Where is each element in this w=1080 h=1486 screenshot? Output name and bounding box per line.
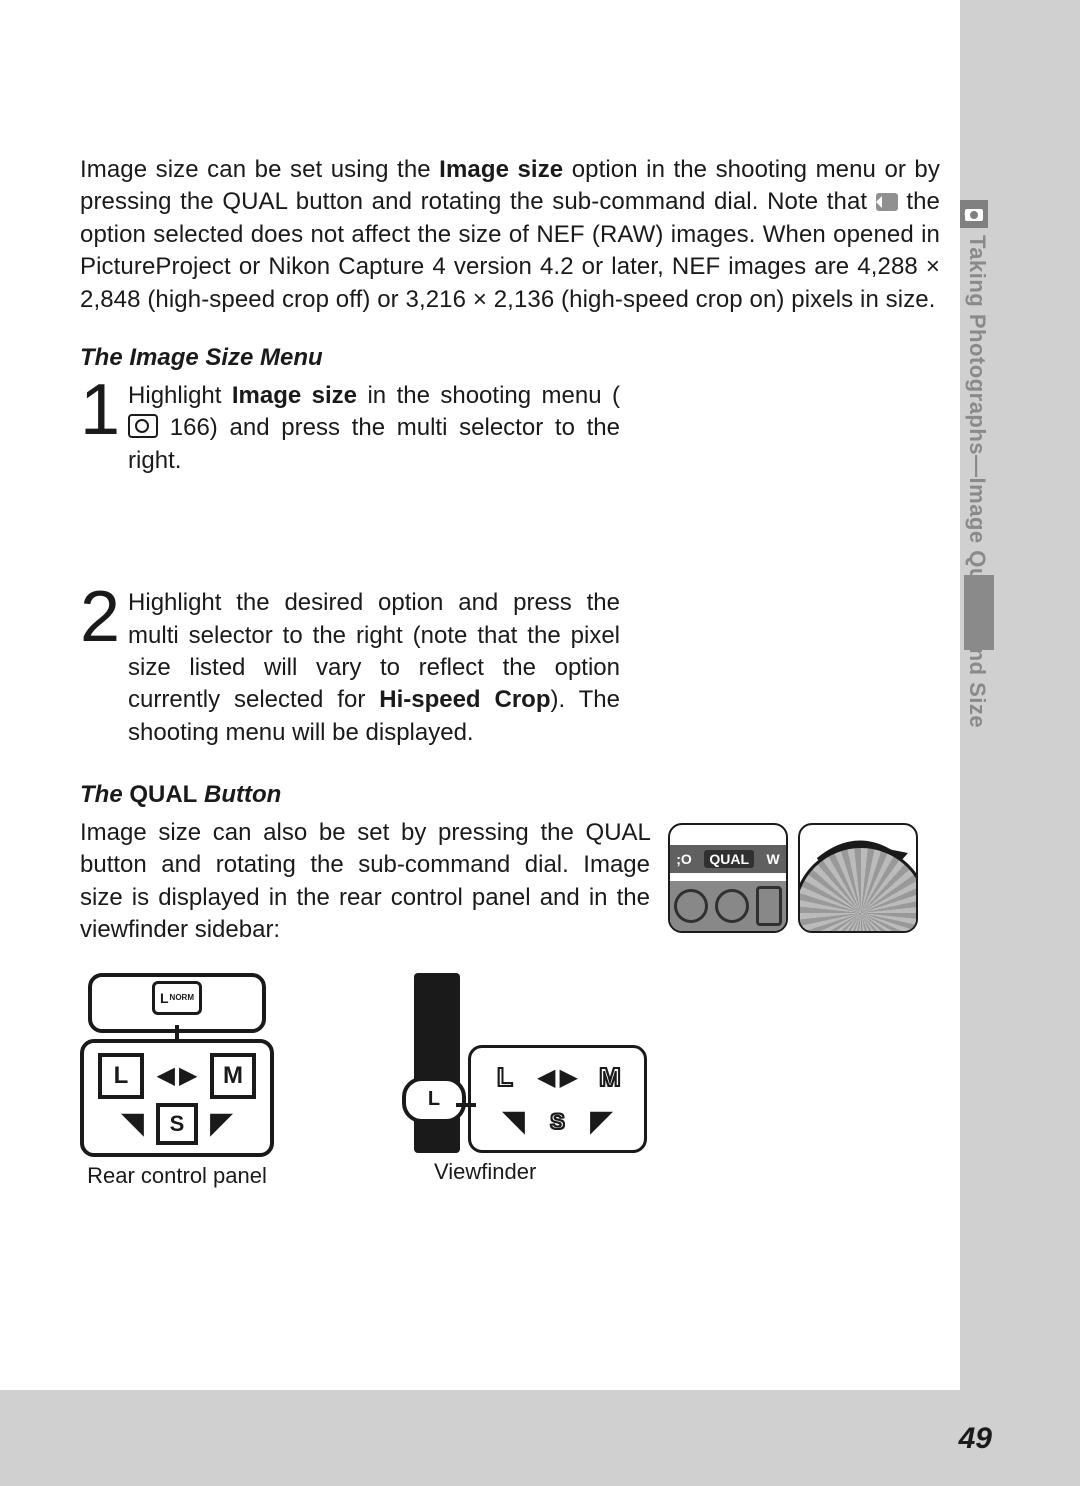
step-1: 1 Highlight Image size in the shooting m… bbox=[80, 380, 620, 477]
size-S: S bbox=[156, 1103, 198, 1145]
step-bold: Hi-speed Crop bbox=[379, 686, 550, 713]
qual-row: Image size can also be set by pressing t… bbox=[80, 817, 940, 947]
arrows-lr-icon: ◀▶ bbox=[157, 1061, 198, 1090]
qual-button-diagram: ;O QUAL W bbox=[668, 823, 788, 933]
section-heading-qual-button: The QUAL Button bbox=[80, 781, 940, 809]
caption-rear: Rear control panel bbox=[80, 1163, 274, 1189]
intro-text: button and rotating the sub-command dial… bbox=[287, 188, 876, 215]
viewfinder-col: L L ◀▶ M ◥ S ◤ bbox=[414, 973, 647, 1189]
page: Taking Photographs—Image Quality and Siz… bbox=[0, 0, 1080, 1486]
viewfinder-pill: L bbox=[402, 1077, 466, 1123]
step-number: 1 bbox=[80, 380, 120, 441]
qual-label-qual: QUAL bbox=[704, 850, 754, 868]
arrow-diag-icon: ◥ bbox=[121, 1109, 144, 1139]
rear-panel-tag: L NORM bbox=[152, 981, 202, 1015]
side-tab-camera-icon bbox=[960, 200, 988, 228]
arrows-lr-icon: ◀▶ bbox=[537, 1063, 578, 1092]
step-text: Highlight Image size in the shooting men… bbox=[128, 380, 620, 477]
page-number: 49 bbox=[959, 1422, 992, 1456]
side-tab-label: Taking Photographs—Image Quality and Siz… bbox=[962, 235, 992, 855]
step-text: Highlight the desired option and press t… bbox=[128, 587, 620, 749]
step-bold: Image size bbox=[232, 382, 357, 409]
qual-label-iso: ;O bbox=[676, 851, 692, 867]
rear-panel-top: L NORM bbox=[88, 973, 266, 1033]
ref-page-icon bbox=[128, 414, 158, 438]
step-2: 2 Highlight the desired option and press… bbox=[80, 587, 620, 749]
size-L: L bbox=[98, 1053, 144, 1099]
qual-illustrations: ;O QUAL W bbox=[668, 817, 918, 947]
rear-control-panel-col: L NORM L ◀▶ M ◥ S ◤ bbox=[80, 973, 274, 1189]
size-M: M bbox=[210, 1053, 256, 1099]
intro-paragraph: Image size can be set using the Image si… bbox=[80, 154, 940, 316]
intro-qual: QUAL bbox=[222, 188, 287, 215]
size-L-outline: L bbox=[485, 1058, 525, 1098]
section-heading-image-size-menu: The Image Size Menu bbox=[80, 344, 940, 372]
sub-command-dial-diagram bbox=[798, 823, 918, 933]
size-M-outline: M bbox=[590, 1058, 630, 1098]
size-S-outline: S bbox=[537, 1102, 577, 1142]
step-number: 2 bbox=[80, 587, 120, 648]
size-cycle-diagram-viewfinder: L ◀▶ M ◥ S ◤ bbox=[468, 1045, 647, 1153]
size-cycle-diagram-rear: L ◀▶ M ◥ S ◤ bbox=[80, 1039, 274, 1157]
arrow-diag-icon: ◤ bbox=[210, 1109, 233, 1139]
arrow-diag-icon: ◥ bbox=[502, 1107, 525, 1137]
viewfinder-sidebar: L bbox=[414, 973, 460, 1153]
arrow-diag-icon: ◤ bbox=[590, 1107, 613, 1137]
caption-viewfinder: Viewfinder bbox=[434, 1159, 647, 1185]
nav-icon bbox=[876, 193, 898, 211]
content-area: Taking Photographs—Image Quality and Siz… bbox=[0, 0, 960, 1390]
intro-text: Image size can be set using the bbox=[80, 156, 439, 183]
qual-label-w: W bbox=[767, 851, 780, 867]
qual-button-section: The QUAL Button Image size can also be s… bbox=[80, 781, 940, 1189]
qual-text: Image size can also be set by pressing t… bbox=[80, 817, 650, 947]
intro-bold-image-size: Image size bbox=[439, 156, 563, 183]
display-panels: L NORM L ◀▶ M ◥ S ◤ bbox=[80, 973, 940, 1189]
